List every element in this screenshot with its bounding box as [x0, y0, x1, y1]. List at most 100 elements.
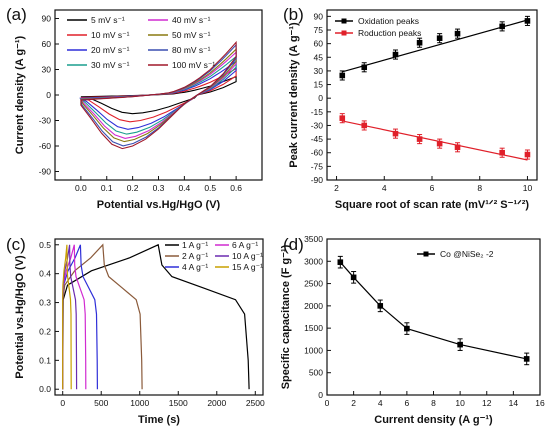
y-tick-label: 90: [42, 14, 52, 24]
y-tick-label: -90: [39, 167, 52, 177]
x-tick-label: 0.6: [230, 183, 242, 193]
data-point: [457, 341, 463, 348]
y-tick-label: 2000: [304, 301, 323, 311]
y-tick-label: 45: [314, 52, 324, 62]
y-tick-label: 15: [314, 80, 324, 90]
legend-marker: [341, 30, 347, 36]
cv-curve: [80, 40, 237, 150]
y-tick-label: 0.4: [39, 269, 51, 279]
y-tick-label: 60: [314, 39, 324, 49]
y-tick-label: -90: [311, 175, 324, 185]
x-tick-label: 4: [382, 183, 387, 193]
y-tick-label: -15: [311, 107, 324, 117]
cv-curve: [79, 60, 237, 130]
x-tick-label: 0.0: [75, 183, 87, 193]
legend-label: 10 mV s⁻¹: [91, 30, 130, 40]
legend-label: Roduction peaks: [358, 28, 421, 38]
legend-label: 100 mV s⁻¹: [172, 60, 215, 70]
x-tick-label: 0.5: [204, 183, 216, 193]
legend-label: Co @NiSe₂ -2: [440, 249, 494, 259]
gcd-curve: [62, 243, 143, 390]
y-tick-label: 0: [318, 390, 323, 400]
panel-label: (d): [283, 235, 304, 254]
data-point: [392, 130, 399, 137]
data-point: [416, 39, 423, 46]
y-axis-label: Peak current density (A g⁻¹): [288, 22, 300, 168]
legend-label: 40 mV s⁻¹: [172, 15, 211, 25]
data-point: [436, 140, 443, 147]
panel-1: 2 4 6 8 10 -90 -75 -60 -45 -30 -15 0 15 30 45 60 75 90 Squ…: [283, 5, 538, 211]
plot-frame: [326, 238, 541, 396]
x-axis-label: Current density (A g⁻¹): [374, 414, 493, 426]
y-axis-label: Current density (A g⁻¹): [14, 35, 26, 154]
legend-label: 5 mV s⁻¹: [91, 15, 125, 25]
y-tick-label: 75: [314, 25, 324, 35]
data-point: [337, 259, 344, 265]
panel-label: (b): [283, 5, 304, 24]
y-tick-label: -30: [311, 120, 324, 130]
x-tick-label: 6: [430, 183, 435, 193]
legend-label: 20 mV s⁻¹: [91, 45, 130, 55]
legend-label: 10 A g⁻¹: [232, 251, 263, 261]
data-point: [499, 23, 505, 30]
data-point: [524, 18, 531, 24]
x-tick-label: 0.1: [101, 183, 113, 193]
capacitance-line: [339, 261, 527, 360]
x-tick-label: 1500: [169, 398, 188, 408]
y-tick-label: 60: [42, 39, 52, 49]
x-tick-label: 8: [431, 398, 436, 408]
x-tick-label: 10: [523, 183, 533, 193]
x-tick-label: 0.2: [127, 183, 139, 193]
legend-label: 6 A g⁻¹: [232, 240, 258, 250]
x-tick-label: 0.4: [178, 183, 190, 193]
x-tick-label: 10: [455, 398, 465, 408]
data-point: [350, 274, 357, 281]
gcd-curve: [62, 244, 72, 390]
data-point: [377, 303, 384, 309]
x-tick-label: 2500: [246, 398, 265, 408]
x-tick-label: 0.3: [153, 183, 165, 193]
y-tick-label: 3000: [304, 256, 323, 266]
legend-label: 80 mV s⁻¹: [172, 45, 211, 55]
data-point: [339, 115, 346, 121]
x-axis-label: Time (s): [138, 414, 180, 426]
data-point: [361, 122, 368, 129]
data-point: [416, 136, 423, 142]
y-tick-label: 0: [318, 93, 323, 103]
x-tick-label: 1000: [130, 398, 149, 408]
y-tick-label: 1500: [304, 323, 323, 333]
legend-label: 4 A g⁻¹: [182, 262, 208, 272]
y-tick-label: 0.2: [39, 326, 51, 336]
legend-marker: [423, 251, 429, 257]
y-tick-label: 2500: [304, 279, 323, 289]
data-point: [339, 72, 346, 79]
y-tick-label: 0.1: [39, 355, 51, 365]
y-tick-label: -30: [39, 116, 52, 126]
legend-label: Oxidation peaks: [358, 16, 419, 26]
legend-marker: [341, 18, 347, 24]
data-point: [499, 149, 505, 156]
fit-line: [342, 120, 528, 161]
fit-line: [342, 19, 528, 73]
x-tick-label: 0: [325, 398, 330, 408]
legend-label: 50 mV s⁻¹: [172, 30, 211, 40]
panel-2: 0 500 1000 1500 2000 2500 0.0 0.1 0.2 0.3 0.4 0.5 Ti…: [6, 235, 265, 426]
y-axis-label: Specific capacitance (F g⁻¹): [280, 244, 292, 389]
y-tick-label: 0: [46, 90, 51, 100]
legend-label: 15 A g⁻¹: [232, 262, 263, 272]
y-axis-label: Potential vs.Hg/HgO (V): [14, 255, 26, 379]
y-tick-label: 0.3: [39, 298, 51, 308]
x-tick-label: 14: [509, 398, 519, 408]
y-tick-label: -75: [311, 161, 324, 171]
x-tick-label: 16: [535, 398, 545, 408]
x-axis-label: Square root of scan rate (mV¹ᐟ² S⁻¹ᐟ²): [335, 199, 530, 211]
x-tick-label: 6: [405, 398, 410, 408]
x-tick-label: 2: [334, 183, 339, 193]
y-tick-label: 90: [314, 11, 324, 21]
x-tick-label: 2: [351, 398, 356, 408]
y-tick-label: 0.0: [39, 384, 51, 394]
y-tick-label: -60: [39, 141, 52, 151]
panel-0: 0.0 0.1 0.2 0.3 0.4 0.5 0.6 -90 -60 -30 0 30 60 90 Pot…: [6, 5, 263, 211]
legend-label: 1 A g⁻¹: [182, 240, 208, 250]
y-tick-label: 30: [42, 65, 52, 75]
